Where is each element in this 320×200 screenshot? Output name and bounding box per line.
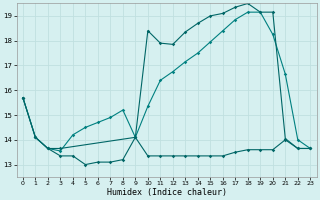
X-axis label: Humidex (Indice chaleur): Humidex (Indice chaleur) (107, 188, 227, 197)
